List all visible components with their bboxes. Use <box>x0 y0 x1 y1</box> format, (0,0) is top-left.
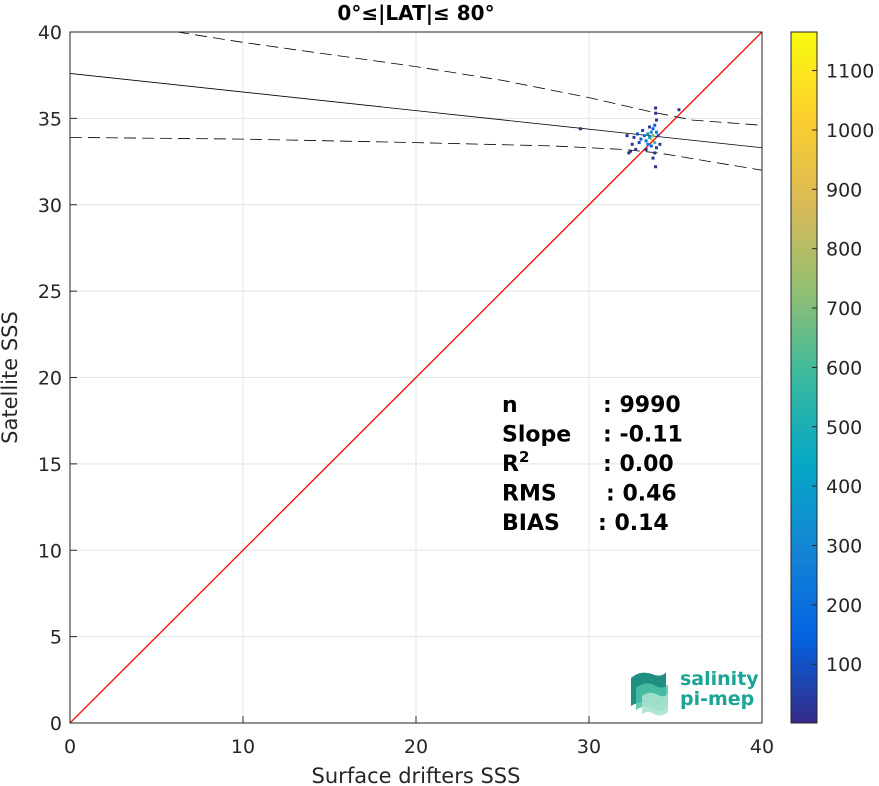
density-point <box>653 123 657 127</box>
density-point <box>654 130 658 134</box>
y-tick-label: 0 <box>50 713 62 735</box>
y-axis-label: Satellite SSS <box>0 311 22 444</box>
colorbar-tick-label: 200 <box>826 595 862 617</box>
colorbar <box>790 31 818 724</box>
density-point <box>651 156 655 160</box>
colorbar-tick-label: 100 <box>826 654 862 676</box>
density-point <box>627 151 631 155</box>
density-point <box>639 137 643 141</box>
chart-title: 0°≤|LAT|≤ 80° <box>337 1 494 25</box>
y-tick-label: 10 <box>38 540 62 562</box>
stat-label-superscript: 2 <box>519 448 529 466</box>
y-tick-label: 20 <box>38 368 62 390</box>
stat-value: : 0.46 <box>606 482 677 507</box>
colorbar-tick-label: 800 <box>826 239 862 261</box>
x-axis-label: Surface drifters SSS <box>312 764 521 786</box>
density-point <box>654 146 658 150</box>
stat-value: : 9990 <box>603 393 681 418</box>
x-tick-label: 40 <box>750 736 774 758</box>
density-point <box>649 130 653 134</box>
colorbar-tick-label: 1100 <box>826 61 874 83</box>
x-tick-label: 30 <box>577 736 601 758</box>
stat-label: n <box>502 393 518 418</box>
logo-text-line2: pi-mep <box>680 688 754 710</box>
y-tick-label: 40 <box>38 22 62 44</box>
density-point <box>630 142 634 146</box>
confidence-lower-line <box>70 137 762 171</box>
colorbar-tick-label: 300 <box>826 536 862 558</box>
colorbar-tick-label: 600 <box>826 357 862 379</box>
density-point <box>651 134 655 138</box>
density-point <box>651 127 655 131</box>
density-point <box>656 134 660 138</box>
confidence-upper-line <box>177 32 762 126</box>
density-point <box>637 141 641 145</box>
density-point <box>625 134 629 138</box>
density-point <box>646 142 650 146</box>
stats-panel: n : 9990 Slope : -0.11 R2 : 0.00 RMS : 0.46 BIAS… <box>502 393 683 536</box>
density-point <box>653 141 657 145</box>
y-tick-label: 5 <box>50 627 62 649</box>
density-point <box>642 134 646 138</box>
y-tick-label: 25 <box>38 281 62 303</box>
density-point <box>646 132 650 136</box>
density-point <box>629 149 633 153</box>
x-tick-label: 0 <box>64 736 76 758</box>
y-tick-label: 35 <box>38 108 62 130</box>
y-tick-label: 30 <box>38 195 62 217</box>
x-tick-labels: 0 10 20 30 40 <box>64 716 774 758</box>
density-points <box>578 106 681 169</box>
density-point <box>634 147 638 151</box>
density-point <box>644 147 648 151</box>
y-tick-labels: 0 5 10 15 20 25 30 35 40 <box>38 22 77 735</box>
density-point <box>641 128 645 132</box>
colorbar-tick-label: 900 <box>826 179 862 201</box>
colorbar-tick-labels: 100 200 300 400 500 600 700 800 900 1000 1100 <box>812 61 874 676</box>
stat-value: : 0.14 <box>598 511 669 536</box>
logo-mark-icon <box>631 672 668 716</box>
density-point <box>632 135 636 139</box>
stat-value: : 0.00 <box>603 452 674 477</box>
x-tick-label: 20 <box>404 736 428 758</box>
colorbar-tick-label: 400 <box>826 476 862 498</box>
salinity-pi-mep-logo: salinity pi-mep <box>631 668 759 716</box>
density-point <box>653 151 657 155</box>
density-point <box>658 142 662 146</box>
density-point <box>654 106 658 110</box>
density-point <box>648 125 652 129</box>
logo-text-line1: salinity <box>680 668 759 690</box>
stat-label: RMS <box>502 482 557 507</box>
density-point <box>649 137 653 141</box>
stat-label: Slope <box>502 423 571 448</box>
x-tick-label: 10 <box>231 736 255 758</box>
density-point <box>654 165 658 169</box>
y-tick-label: 15 <box>38 454 62 476</box>
stat-label: R2 <box>502 448 529 477</box>
density-point <box>649 144 653 148</box>
density-point <box>677 108 681 112</box>
colorbar-tick-label: 500 <box>826 417 862 439</box>
stat-value: : -0.11 <box>603 423 683 448</box>
density-point <box>635 132 639 136</box>
colorbar-tick-label: 700 <box>826 298 862 320</box>
one-to-one-line <box>70 32 762 723</box>
colorbar-tick-label: 1000 <box>826 120 874 142</box>
density-point <box>654 111 658 115</box>
density-point <box>654 118 658 122</box>
density-point <box>578 127 582 131</box>
stat-label: BIAS <box>502 511 560 536</box>
density-point <box>648 135 652 139</box>
density-point <box>644 139 648 143</box>
